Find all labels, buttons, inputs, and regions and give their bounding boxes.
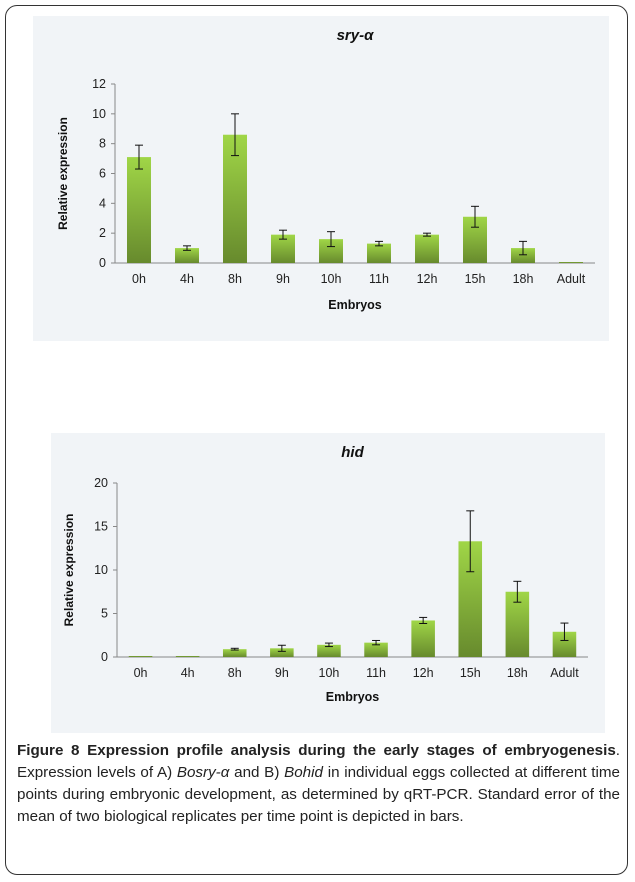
- bar-Adult: [552, 631, 577, 657]
- caption-text-3: in individual eggs collected at differen…: [17, 764, 620, 825]
- x-tick-label: 9h: [276, 272, 290, 286]
- y-tick-label: 0: [101, 650, 108, 664]
- bar-12h: [415, 234, 439, 263]
- chart-title: hid: [341, 444, 364, 461]
- y-tick-label: 5: [101, 607, 108, 621]
- bar-11h: [367, 243, 391, 263]
- x-axis-label: Embryos: [326, 690, 380, 704]
- x-tick-label: 10h: [321, 272, 342, 286]
- bar-9h: [270, 648, 294, 657]
- caption-figure-label: Figure 8 Expression profile analysis dur…: [17, 742, 616, 759]
- y-tick-label: 6: [99, 167, 106, 181]
- bar-0h: [127, 157, 151, 263]
- chart-panel-sry: sry-α 0 2 4 6 8 10 12 Relative expression 0h 4h 8h 9…: [33, 16, 609, 341]
- x-tick-label: 18h: [507, 666, 528, 680]
- caption-text-1: . Expression levels of A): [17, 742, 620, 781]
- caption-gene-b: Bohid: [284, 764, 323, 781]
- x-tick-label: Adult: [557, 272, 586, 286]
- y-tick-label: 4: [99, 196, 106, 210]
- caption-gene-a: Bosry-α: [176, 764, 230, 781]
- bar-4h: [175, 248, 199, 263]
- x-tick-label: 15h: [465, 272, 486, 286]
- x-tick-label: 9h: [275, 666, 289, 680]
- x-axis-label: Embryos: [328, 298, 382, 312]
- figure-caption: Figure 8 Expression profile analysis dur…: [17, 740, 620, 828]
- y-axis-label: Relative expression: [62, 514, 76, 627]
- y-tick-label: 10: [92, 107, 106, 121]
- x-tick-label: 18h: [513, 272, 534, 286]
- y-tick-label: 10: [94, 563, 108, 577]
- bar-15h: [458, 541, 483, 657]
- y-tick-label: 2: [99, 226, 106, 240]
- x-tick-label: 4h: [181, 666, 195, 680]
- x-tick-label: 11h: [369, 272, 389, 286]
- x-tick-label: 8h: [228, 666, 242, 680]
- x-tick-label: 12h: [413, 666, 434, 680]
- bar-10h: [319, 239, 343, 263]
- x-tick-label: 12h: [417, 272, 438, 286]
- y-tick-label: 12: [92, 77, 106, 91]
- x-tick-label: 15h: [460, 666, 481, 680]
- y-tick-label: 15: [94, 520, 108, 534]
- bar-10h: [317, 644, 341, 657]
- caption-text-2: and B): [229, 764, 285, 781]
- x-tick-label: 10h: [319, 666, 340, 680]
- y-tick-label: 20: [94, 476, 108, 490]
- x-tick-label: 0h: [134, 666, 148, 680]
- x-tick-label: 4h: [180, 272, 194, 286]
- bar-11h: [364, 642, 388, 657]
- y-tick-label: 0: [99, 256, 106, 270]
- x-tick-label: Adult: [550, 666, 579, 680]
- chart-panel-hid: hid 0 5 10 15 20 Relative expression 0h 4h 8h 9h 10…: [51, 433, 605, 733]
- x-tick-label: 0h: [132, 272, 146, 286]
- y-tick-label: 8: [99, 137, 106, 151]
- chart-sry-alpha: sry-α 0 2 4 6 8 10 12 Relative expression 0h 4h 8h 9…: [56, 27, 595, 312]
- chart-title: sry-α: [337, 27, 375, 44]
- bar-12h: [411, 620, 435, 657]
- y-axis-label: Relative expression: [56, 117, 70, 230]
- chart-hid: hid 0 5 10 15 20 Relative expression 0h 4h 8h 9h 10…: [62, 444, 588, 704]
- bar-18h: [511, 248, 535, 263]
- bar-8h: [222, 649, 247, 657]
- x-tick-label: 11h: [366, 666, 386, 680]
- x-tick-label: 8h: [228, 272, 242, 286]
- bar-18h: [505, 591, 530, 657]
